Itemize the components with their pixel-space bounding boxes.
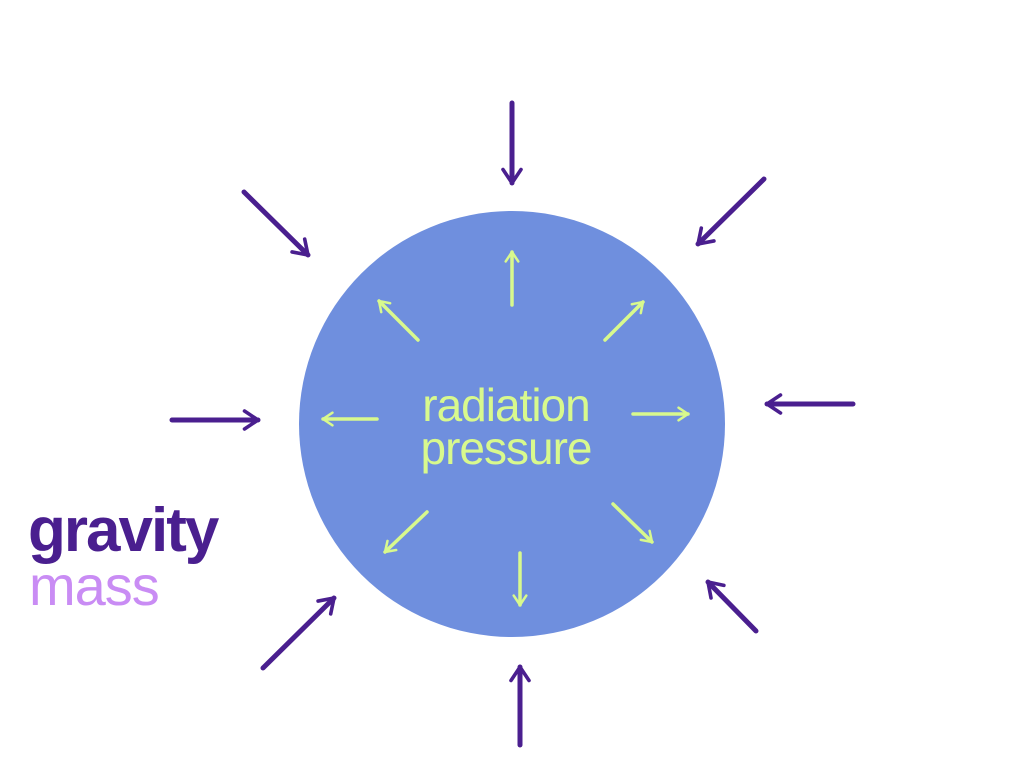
gravity-arrow-bottom-right <box>705 579 759 634</box>
gravity-arrow-top-left <box>241 189 311 258</box>
legend-gravity: gravity <box>28 496 220 565</box>
pressure-arrow-bottom-left <box>383 510 429 554</box>
inward-gravity-arrows <box>169 100 856 748</box>
outward-pressure-arrows <box>321 250 690 607</box>
gravity-arrow-bottom-left <box>260 595 337 671</box>
pressure-arrow-top-left <box>377 299 420 342</box>
center-label-line2: pressure <box>421 422 592 474</box>
legend-mass: mass <box>29 554 159 617</box>
gravity-arrow-top-right <box>695 176 767 247</box>
pressure-arrow-top-right <box>603 300 645 342</box>
center-label-line1: radiation <box>422 379 589 431</box>
pressure-arrow-bottom-right <box>611 502 654 544</box>
